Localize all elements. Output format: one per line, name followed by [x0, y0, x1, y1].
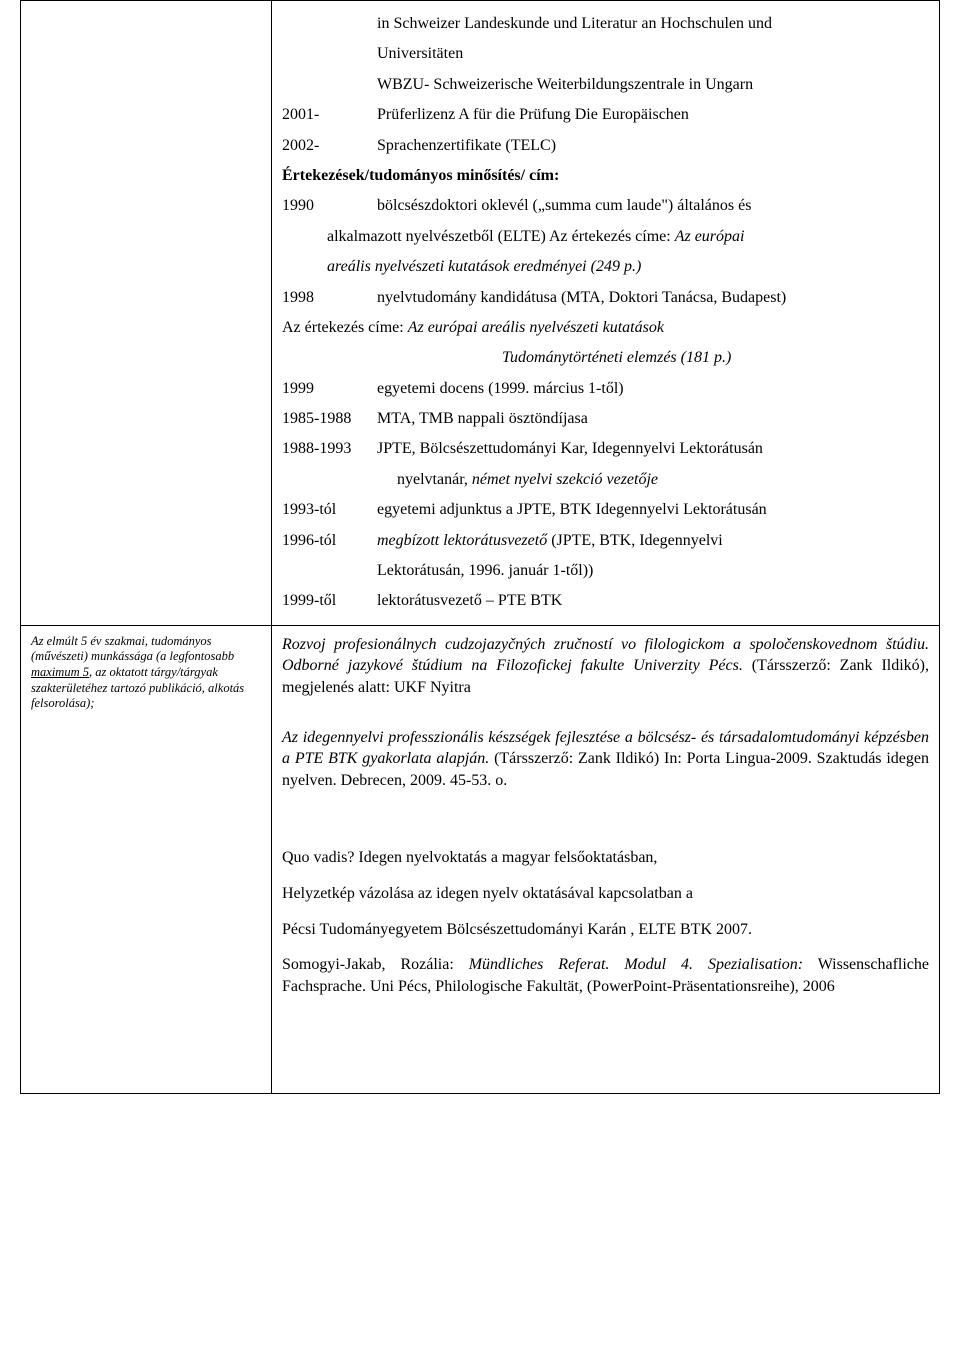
txt-europai-arealis: Az európai areális nyelvészeti kutatások [408, 319, 664, 336]
pub-6-author: Somogyi-Jakab, Rozália: [282, 956, 469, 973]
line-schweizer-2: Universitäten [282, 39, 929, 69]
pub-4: Helyzetkép vázolása az idegen nyelv okta… [282, 883, 929, 905]
val-docens: egyetemi docens (1999. március 1-től) [377, 374, 929, 404]
row-2002: 2002- Sprachenzertifikate (TELC) [282, 131, 929, 161]
val-jpte-btk: JPTE, Bölcsészettudományi Kar, Idegennye… [377, 434, 929, 464]
val-lektoratusvezeto: lektorátusvezető – PTE BTK [377, 586, 929, 616]
row-1998c: Tudománytörténeti elemzés (181 p.) [282, 343, 929, 373]
year-1996-tol: 1996-tól [282, 526, 377, 556]
txt-jpte-btk-idegen: (JPTE, BTK, Idegennyelvi [547, 532, 723, 549]
txt-azertekezes: Az értekezés címe: [282, 319, 408, 336]
val-telc: Sprachenzertifikate (TELC) [377, 131, 929, 161]
row-1999: 1999 egyetemi docens (1999. március 1-tő… [282, 374, 929, 404]
publications-block: Rozvoj profesionálnych cudzojazyčných zr… [282, 634, 929, 1086]
year-1998: 1998 [282, 283, 377, 313]
row-1996-tol: 1996-tól megbízott lektorátusvezető (JPT… [282, 526, 929, 556]
year-1999-tol: 1999-től [282, 586, 377, 616]
val-kandidatus: nyelvtudomány kandidátusa (MTA, Doktori … [377, 283, 929, 313]
pubs-content-cell: Rozvoj profesionálnych cudzojazyčných zr… [272, 625, 940, 1094]
year-1985-1988: 1985-1988 [282, 404, 377, 434]
row-1985-1988: 1985-1988 MTA, TMB nappali ösztöndíjasa [282, 404, 929, 434]
row-1990c: areális nyelvészeti kutatások eredményei… [282, 252, 929, 282]
pub-5: Pécsi Tudományegyetem Bölcsészettudomány… [282, 919, 929, 941]
year-1999: 1999 [282, 374, 377, 404]
pubs-row: Az elmúlt 5 év szakmai, tudományos (művé… [21, 625, 940, 1094]
pub-3: Quo vadis? Idegen nyelvoktatás a magyar … [282, 847, 929, 869]
val-prueferlizenz: Prüferlizenz A für die Prüfung Die Europ… [377, 100, 929, 130]
row-1990b: alkalmazott nyelvészetből (ELTE) Az érte… [282, 222, 929, 252]
row-1998: 1998 nyelvtudomány kandidátusa (MTA, Dok… [282, 283, 929, 313]
year-1990: 1990 [282, 191, 377, 221]
row-1988-1993b: nyelvtanár, német nyelvi szekció vezetőj… [282, 465, 929, 495]
val-megbizott-line: megbízott lektorátusvezető (JPTE, BTK, I… [377, 526, 929, 556]
val-bolcseszdoktori: bölcsészdoktori oklevél („summa cum laud… [377, 191, 929, 221]
txt-nyelvtanar: nyelvtanár, [397, 471, 472, 488]
row-1999-tol: 1999-től lektorátusvezető – PTE BTK [282, 586, 929, 616]
line-schweizer-1: in Schweizer Landeskunde und Literatur a… [282, 9, 929, 39]
pub-6-title: Mündliches Referat. Modul 4. Spezialisat… [469, 956, 803, 973]
year-1988-1993: 1988-1993 [282, 434, 377, 464]
top-right-cell: in Schweizer Landeskunde und Literatur a… [272, 1, 940, 626]
label-part-b: maximum 5 [31, 665, 89, 679]
year-2001: 2001- [282, 100, 377, 130]
txt-azeuropai: Az európai [675, 228, 745, 245]
pub-2: Az idegennyelvi professzionális készsége… [282, 727, 929, 792]
pub-1: Rozvoj profesionálnych cudzojazyčných zr… [282, 634, 929, 699]
page: in Schweizer Landeskunde und Literatur a… [0, 0, 960, 1124]
layout-table: in Schweizer Landeskunde und Literatur a… [20, 0, 940, 1094]
label-part-a: Az elmúlt 5 év szakmai, tudományos (művé… [31, 634, 234, 664]
row-1993-tol: 1993-tól egyetemi adjunktus a JPTE, BTK … [282, 495, 929, 525]
txt-megbizott: megbízott lektorátusvezető [377, 532, 547, 549]
pub-6: Somogyi-Jakab, Rozália: Mündliches Refer… [282, 954, 929, 997]
txt-nemet-szekcio: német nyelvi szekció vezetője [472, 471, 658, 488]
val-adjunktus: egyetemi adjunktus a JPTE, BTK Idegennye… [377, 495, 929, 525]
pubs-label-cell: Az elmúlt 5 év szakmai, tudományos (művé… [21, 625, 272, 1094]
row-1988-1993: 1988-1993 JPTE, Bölcsészettudományi Kar,… [282, 434, 929, 464]
year-2002: 2002- [282, 131, 377, 161]
cv-main-text: in Schweizer Landeskunde und Literatur a… [282, 9, 929, 617]
top-row: in Schweizer Landeskunde und Literatur a… [21, 1, 940, 626]
section-heading-ertekezesek: Értekezések/tudományos minősítés/ cím: [282, 161, 929, 191]
row-1990: 1990 bölcsészdoktori oklevél („summa cum… [282, 191, 929, 221]
bottom-spacer [282, 1025, 929, 1085]
row-1996-tolb: Lektorátusán, 1996. január 1-től)) [282, 556, 929, 586]
row-1998b: Az értekezés címe: Az európai areális ny… [282, 313, 929, 343]
top-left-empty-cell [21, 1, 272, 626]
val-mta-tmb: MTA, TMB nappali ösztöndíjasa [377, 404, 929, 434]
txt-alkalmazott: alkalmazott nyelvészetből (ELTE) Az érte… [327, 228, 675, 245]
year-1993-tol: 1993-tól [282, 495, 377, 525]
line-wbzu: WBZU- Schweizerische Weiterbildungszentr… [282, 70, 929, 100]
row-2001: 2001- Prüferlizenz A für die Prüfung Die… [282, 100, 929, 130]
spacer [282, 819, 929, 847]
